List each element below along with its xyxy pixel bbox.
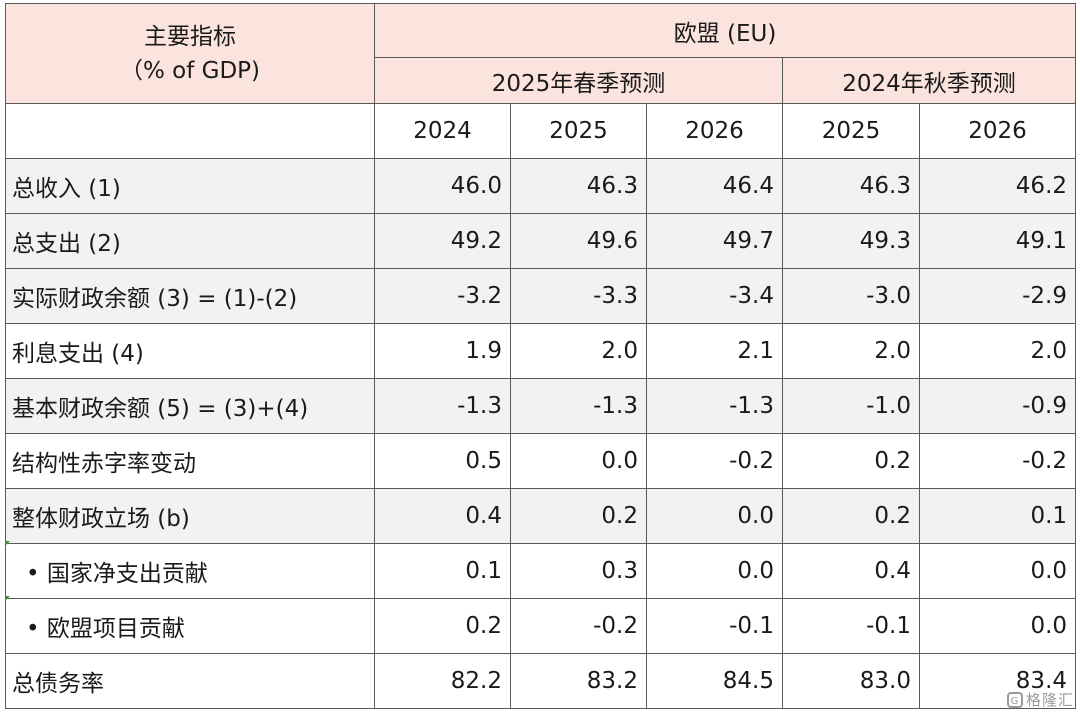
- table-row: • 欧盟项目贡献 0.2 -0.2 -0.1 -0.1 0.0: [5, 598, 1077, 654]
- header-row-region: 主要指标 （% of GDP) 欧盟 (EU): [5, 3, 1077, 104]
- table-cell: 2.1: [646, 323, 783, 379]
- table-cell: 2.0: [510, 323, 647, 379]
- table-cell: -1.3: [646, 378, 783, 434]
- table-cell: 49.2: [374, 213, 511, 269]
- table-cell: 0.0: [646, 543, 783, 599]
- row-label: • 国家净支出贡献: [5, 543, 375, 599]
- spring-forecast-header: 2025年春季预测: [374, 57, 783, 104]
- year-header: 2026: [646, 103, 783, 159]
- table-cell: -0.2: [918, 433, 1077, 489]
- table-cell: -1.3: [374, 378, 511, 434]
- row-label: 整体财政立场 (b): [5, 488, 375, 544]
- table-cell: 46.3: [510, 158, 647, 214]
- table-cell: 0.1: [918, 488, 1077, 544]
- table-cell: 0.2: [374, 598, 511, 654]
- cell-comment-marker-icon: [5, 541, 10, 546]
- table-row: • 国家净支出贡献 0.1 0.3 0.0 0.4 0.0: [5, 543, 1077, 599]
- indicator-header-line1: 主要指标: [144, 23, 236, 50]
- table-cell: 0.4: [374, 488, 511, 544]
- table-cell: -3.0: [782, 268, 920, 324]
- table-cell: -0.9: [918, 378, 1077, 434]
- table-cell: 83.0: [782, 653, 920, 709]
- table-row: 总收入 (1) 46.0 46.3 46.4 46.3 46.2: [5, 158, 1077, 214]
- watermark-text: 格隆汇: [1025, 691, 1074, 709]
- table-cell: 83.4: [918, 653, 1077, 709]
- table-cell: -3.2: [374, 268, 511, 324]
- table-cell: -0.2: [510, 598, 647, 654]
- table-cell: -3.3: [510, 268, 647, 324]
- table-cell: 0.0: [918, 598, 1077, 654]
- year-header: 2025: [510, 103, 647, 159]
- table-cell: 1.9: [374, 323, 511, 379]
- table-cell: 0.3: [510, 543, 647, 599]
- table-cell: -0.2: [646, 433, 783, 489]
- table-cell: -2.9: [918, 268, 1077, 324]
- row-label: 利息支出 (4): [5, 323, 375, 379]
- table-cell: 0.0: [646, 488, 783, 544]
- watermark: G 格隆汇: [1006, 689, 1074, 710]
- table-cell: 49.7: [646, 213, 783, 269]
- table-cell: 0.2: [510, 488, 647, 544]
- table-cell: 83.2: [510, 653, 647, 709]
- year-header: 2026: [918, 103, 1077, 159]
- row-label: • 欧盟项目贡献: [5, 598, 375, 654]
- table-cell: -1.0: [782, 378, 920, 434]
- table-cell: 84.5: [646, 653, 783, 709]
- cell-comment-marker-icon: [5, 596, 10, 601]
- table-cell: 2.0: [918, 323, 1077, 379]
- table-cell: -1.3: [510, 378, 647, 434]
- indicator-header-line2: （% of GDP): [119, 57, 261, 84]
- row-label: 实际财政余额 (3) = (1)-(2): [5, 268, 375, 324]
- header-row-forecasts: 2025年春季预测 2024年秋季预测: [6, 57, 1077, 104]
- table-cell: 46.3: [782, 158, 920, 214]
- table-cell: 0.2: [782, 433, 920, 489]
- table-cell: 0.5: [374, 433, 511, 489]
- table-cell: -0.1: [782, 598, 920, 654]
- region-header: 欧盟 (EU): [373, 3, 1077, 58]
- table-cell: 49.3: [782, 213, 920, 269]
- table-cell: -0.1: [646, 598, 783, 654]
- table-row: 利息支出 (4) 1.9 2.0 2.1 2.0 2.0: [5, 323, 1077, 379]
- table-row: 总支出 (2) 49.2 49.6 49.7 49.3 49.1: [5, 213, 1077, 269]
- table-cell: 0.1: [374, 543, 511, 599]
- table-row: 实际财政余额 (3) = (1)-(2) -3.2 -3.3 -3.4 -3.0…: [5, 268, 1077, 324]
- table-cell: -3.4: [646, 268, 783, 324]
- year-header-blank: [5, 103, 375, 159]
- table-cell: 46.4: [646, 158, 783, 214]
- fiscal-indicators-table: 主要指标 （% of GDP) 欧盟 (EU) 2025年春季预测 2024年秋…: [5, 3, 1077, 709]
- table-cell: 0.2: [782, 488, 920, 544]
- table-cell: 2.0: [782, 323, 920, 379]
- indicator-header: 主要指标 （% of GDP): [5, 3, 375, 104]
- table-row: 总债务率 82.2 83.2 84.5 83.0 83.4: [5, 653, 1077, 709]
- table-cell: 46.0: [374, 158, 511, 214]
- row-label: 总收入 (1): [5, 158, 375, 214]
- table-cell: 0.4: [782, 543, 920, 599]
- table-row: 整体财政立场 (b) 0.4 0.2 0.0 0.2 0.1: [5, 488, 1077, 544]
- table-cell: 46.2: [918, 158, 1077, 214]
- table-row: 基本财政余额 (5) = (3)+(4) -1.3 -1.3 -1.3 -1.0…: [5, 378, 1077, 434]
- row-label: 总债务率: [5, 653, 375, 709]
- table-cell: 49.1: [918, 213, 1077, 269]
- table-row: 结构性赤字率变动 0.5 0.0 -0.2 0.2 -0.2: [5, 433, 1077, 489]
- autumn-forecast-header: 2024年秋季预测: [781, 57, 1077, 104]
- table-cell: 0.0: [918, 543, 1077, 599]
- table-cell: 0.0: [510, 433, 647, 489]
- gelonghui-logo-icon: G: [1006, 691, 1023, 708]
- table-cell: 82.2: [374, 653, 511, 709]
- table-cell: 49.6: [510, 213, 647, 269]
- row-label: 基本财政余额 (5) = (3)+(4): [5, 378, 375, 434]
- year-header: 2024: [374, 103, 511, 159]
- year-header: 2025: [782, 103, 920, 159]
- header-row-years: 2024 2025 2026 2025 2026: [5, 103, 1077, 159]
- row-label: 总支出 (2): [5, 213, 375, 269]
- row-label: 结构性赤字率变动: [5, 433, 375, 489]
